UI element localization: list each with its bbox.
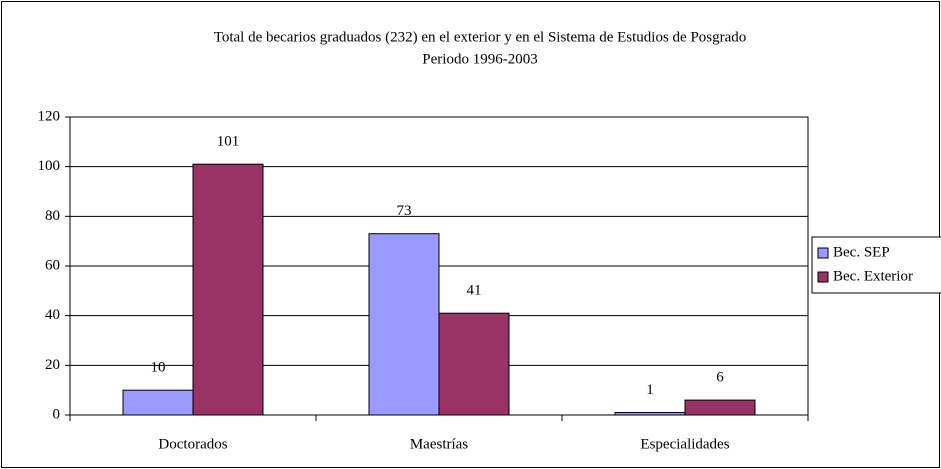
data-label: 10 (151, 360, 166, 376)
bar (122, 389, 194, 416)
legend-swatch (817, 271, 829, 283)
chart-title: Total de becarios graduados (232) en el … (214, 29, 747, 45)
y-tick-label: 100 (38, 158, 61, 174)
data-label: 101 (217, 134, 240, 150)
bar (192, 163, 264, 416)
bar (684, 399, 756, 416)
y-tick-label: 80 (45, 208, 60, 224)
bar (368, 233, 440, 416)
legend-box (811, 236, 941, 294)
bar (438, 312, 510, 416)
y-tick-label: 40 (45, 307, 60, 323)
x-tick-label: Maestrías (410, 436, 468, 452)
chart-subtitle: Periodo 1996-2003 (422, 51, 537, 67)
y-tick-label: 20 (45, 357, 60, 373)
data-label: 41 (467, 283, 482, 299)
bar (614, 412, 686, 416)
legend-label: Bec. Exterior (833, 268, 913, 284)
data-label: 1 (646, 382, 654, 398)
y-tick-label: 0 (53, 406, 61, 422)
data-label: 73 (397, 203, 412, 219)
legend-label: Bec. SEP (833, 244, 890, 260)
x-tick-label: Especialidades (640, 436, 729, 452)
y-tick-label: 120 (38, 108, 61, 124)
y-tick-label: 60 (45, 257, 60, 273)
x-tick-label: Doctorados (158, 436, 227, 452)
legend-swatch (817, 247, 829, 259)
data-label: 6 (716, 370, 724, 386)
